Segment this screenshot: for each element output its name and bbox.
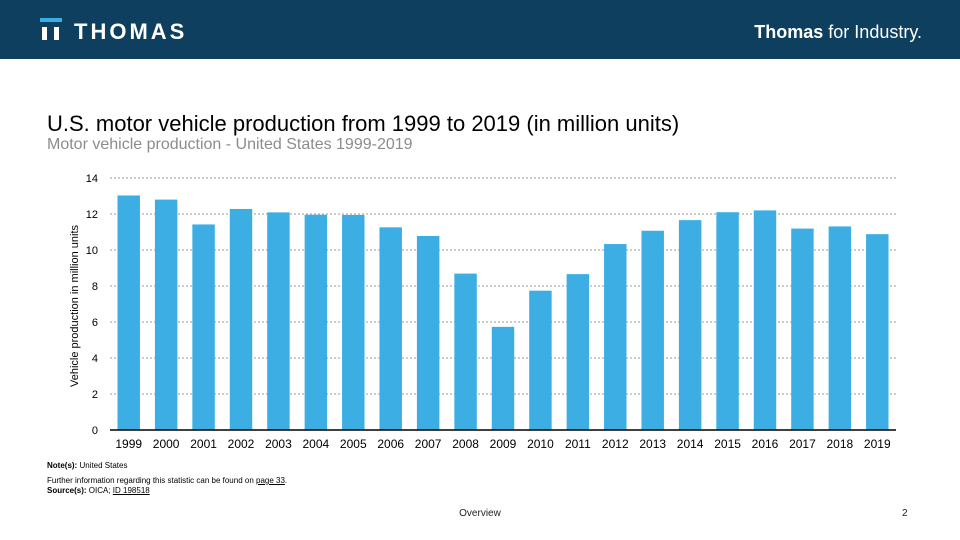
bar <box>304 214 328 430</box>
y-tick-label: 0 <box>92 425 98 437</box>
bar <box>753 210 777 430</box>
bar <box>379 227 402 430</box>
x-tick-label: 2015 <box>714 437 741 451</box>
bar <box>454 273 477 430</box>
source-label: Source(s): <box>47 486 87 495</box>
x-tick-label: 2003 <box>265 437 292 451</box>
bar <box>866 234 889 430</box>
bar <box>416 235 440 430</box>
y-tick-label: 14 <box>86 173 98 185</box>
y-tick-label: 8 <box>92 281 98 293</box>
chart-notes: Note(s): United States Further informati… <box>47 461 287 496</box>
bar <box>791 228 814 430</box>
bar <box>678 220 702 430</box>
x-tick-label: 2000 <box>153 437 180 451</box>
y-axis-label: Vehicle production in million units <box>69 224 81 387</box>
x-tick-label: 2001 <box>190 437 217 451</box>
bar <box>267 212 290 430</box>
y-tick-label: 4 <box>92 353 98 365</box>
further-info-text: Further information regarding this stati… <box>47 476 256 485</box>
bar <box>641 230 664 430</box>
x-tick-label: 2019 <box>864 437 891 451</box>
bar <box>192 224 215 430</box>
x-tick-label: 2007 <box>415 437 442 451</box>
further-info-suffix: . <box>284 476 288 485</box>
note-text: United States <box>77 461 128 470</box>
bar <box>566 274 590 430</box>
source-text: OICA; <box>86 486 113 495</box>
y-tick-label: 2 <box>92 389 98 401</box>
tagline-bold: Thomas <box>754 22 824 42</box>
bar <box>342 214 365 430</box>
x-tick-label: 2017 <box>789 437 816 451</box>
x-tick-label: 2013 <box>639 437 666 451</box>
page-subtitle: Motor vehicle production - United States… <box>47 136 413 153</box>
x-tick-label: 2009 <box>490 437 517 451</box>
bar <box>491 326 515 430</box>
bar <box>529 290 552 430</box>
x-tick-label: 2002 <box>228 437 255 451</box>
bar <box>828 226 852 430</box>
bar <box>154 199 178 430</box>
note-label: Note(s): <box>47 461 78 470</box>
bar <box>604 244 627 430</box>
footer-section: Overview <box>459 508 501 519</box>
page-title: U.S. motor vehicle production from 1999 … <box>47 111 680 136</box>
header-bar: THOMAS Thomas for Industry. <box>0 0 960 59</box>
bar <box>716 212 739 430</box>
page-link[interactable]: page 33 <box>256 476 285 485</box>
tagline: Thomas for Industry. <box>754 22 922 43</box>
page-number: 2 <box>902 508 908 519</box>
thomas-logo-icon <box>40 18 62 40</box>
x-tick-label: 2010 <box>527 437 554 451</box>
thomas-logo[interactable]: THOMAS <box>40 12 187 46</box>
y-tick-label: 6 <box>92 317 98 329</box>
x-tick-label: 2018 <box>827 437 854 451</box>
tagline-rest: for Industry. <box>823 22 922 42</box>
y-tick-label: 10 <box>86 245 98 257</box>
source-id-link[interactable]: ID 198518 <box>112 486 150 495</box>
x-tick-label: 2005 <box>340 437 367 451</box>
x-tick-label: 2016 <box>752 437 779 451</box>
bar <box>229 208 253 430</box>
x-tick-label: 2012 <box>602 437 629 451</box>
x-tick-label: 2004 <box>303 437 330 451</box>
x-tick-label: 2008 <box>452 437 479 451</box>
x-tick-label: 2006 <box>377 437 404 451</box>
y-tick-label: 12 <box>86 209 98 221</box>
bar <box>117 195 140 430</box>
x-tick-label: 1999 <box>115 437 142 451</box>
x-tick-label: 2011 <box>565 437 591 451</box>
logo-text: THOMAS <box>74 18 188 44</box>
x-tick-label: 2014 <box>677 437 704 451</box>
